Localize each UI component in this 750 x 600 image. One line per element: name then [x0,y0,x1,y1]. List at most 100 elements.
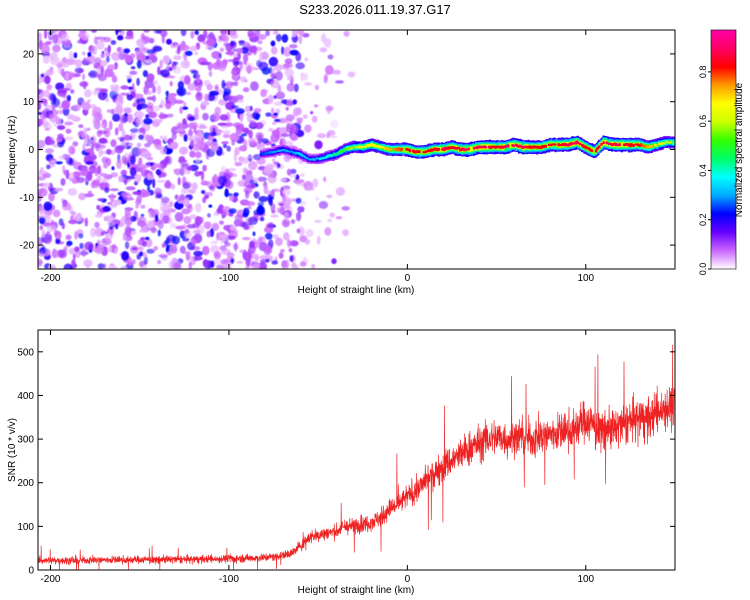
noise-blob [96,204,101,211]
signal-cell [320,157,324,160]
snr-y-tick-label: 200 [17,478,34,489]
noise-blob [219,220,224,225]
noise-blob [217,122,228,127]
noise-blob [189,45,198,52]
noise-blob [286,76,293,81]
noise-blob [139,229,148,233]
noise-blob [273,30,279,35]
signal-cell [465,148,468,151]
noise-blob [258,261,267,269]
noise-blob [42,108,51,119]
noise-blob [67,172,76,182]
noise-blob [108,264,118,269]
noise-blob [140,236,146,241]
noise-blob [289,240,299,247]
noise-blob [140,204,146,209]
noise-blob [231,139,236,146]
noise-blob [222,133,231,139]
noise-blob [200,61,211,66]
noise-blob [260,138,269,144]
noise-blob [70,211,76,216]
spectrogram-x-tick-label: 100 [577,273,594,284]
noise-blob [268,66,273,74]
signal-cell [590,149,594,152]
noise-blob [171,235,180,245]
noise-blob [50,30,59,34]
noise-blob [260,89,267,98]
noise-blob [42,89,50,98]
signal-cell [605,141,608,145]
noise-blob [267,190,272,196]
spectrogram-signal-trace [259,135,675,165]
noise-blob [114,145,124,154]
noise-blob [320,33,327,43]
noise-blob [50,160,57,164]
noise-blob [133,173,142,183]
noise-blob [207,134,211,144]
noise-blob [84,148,94,153]
noise-blob [38,260,43,265]
noise-blob [263,166,274,174]
noise-blob [169,141,179,150]
noise-blob [82,73,86,81]
noise-blob [137,164,147,168]
noise-blob [145,238,153,248]
noise-blob [314,140,323,150]
noise-blob [110,193,115,204]
noise-blob [118,175,123,183]
snr-y-tick-label: 400 [17,391,34,402]
noise-blob [285,114,295,122]
noise-blob [325,105,334,111]
noise-blob [126,94,133,101]
spectrogram-noise-blobs [38,30,356,269]
noise-blob [82,51,86,56]
noise-blob [295,62,306,70]
noise-blob [246,52,252,56]
noise-blob [268,128,274,132]
noise-blob [49,113,58,118]
noise-blob [270,72,277,78]
colorbar-ticks: 0.0 0.2 0.4 0.6 0.8 [698,66,711,275]
noise-blob [115,223,119,230]
noise-blob [311,115,318,123]
noise-blob [141,240,147,247]
noise-blob [282,185,291,190]
noise-blob [248,129,253,139]
signal-cell [642,144,645,148]
noise-blob [286,83,295,92]
noise-blob [335,187,345,196]
noise-blob [217,175,228,186]
noise-blob [274,64,283,71]
noise-blob [136,38,146,47]
signal-cell [327,154,330,158]
noise-blob [47,139,56,146]
noise-blob [274,70,283,81]
noise-blob [127,261,134,266]
noise-blob [138,246,144,251]
noise-blob [253,177,258,183]
noise-blob [224,263,229,269]
noise-blob [323,176,327,183]
noise-blob [253,108,262,113]
noise-blob [172,42,179,46]
noise-blob [150,227,157,234]
noise-blob [270,40,276,47]
noise-blob [65,82,73,90]
noise-blob [54,110,59,115]
noise-blob [204,93,209,103]
noise-blob [127,113,134,123]
noise-blob [305,229,314,238]
noise-blob [179,44,190,51]
noise-blob [273,112,279,116]
noise-blob [251,45,258,53]
noise-blob [159,164,165,173]
noise-blob [45,148,54,154]
noise-blob [216,207,224,214]
noise-blob [292,99,298,105]
noise-blob [275,237,283,246]
noise-blob [219,234,226,240]
noise-blob [234,147,241,156]
noise-blob [210,141,219,152]
noise-blob [124,217,133,226]
